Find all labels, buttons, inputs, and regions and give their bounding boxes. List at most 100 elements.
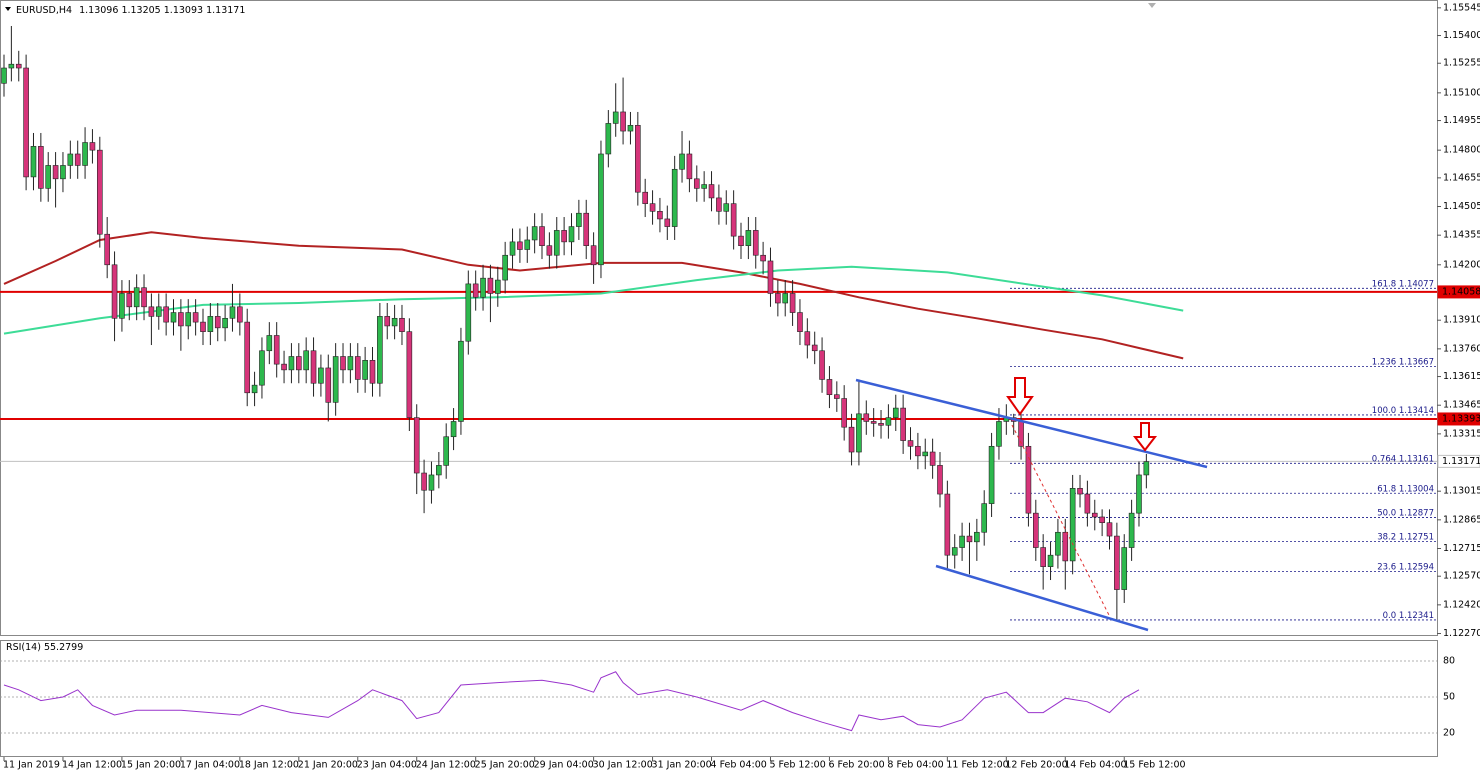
candle-body (974, 531, 980, 543)
candle-body (1091, 512, 1098, 518)
candle-body (30, 146, 37, 178)
fib-ratio: 1.236 (1372, 357, 1396, 367)
candle-body (1069, 488, 1076, 562)
x-tick-label: 12 Feb 20:00 (1005, 760, 1067, 771)
candle-body (1084, 493, 1091, 514)
x-tick-label: 4 Feb 04:00 (711, 760, 767, 771)
candle-body (775, 293, 781, 304)
candle-body (104, 233, 110, 266)
candle-body (52, 165, 59, 180)
candle-body (561, 230, 567, 243)
candle-body (509, 241, 516, 256)
fib-price: 1.12594 (1399, 562, 1434, 572)
candle-body (1033, 512, 1039, 548)
candle-body (841, 398, 847, 428)
y-tick-label: 1.12270 (1443, 628, 1480, 639)
candle-body (436, 465, 442, 476)
candle-body (878, 423, 884, 426)
candle-body (207, 316, 214, 332)
candle-body (119, 293, 125, 319)
menu-triangle (5, 7, 11, 11)
candle-body (708, 184, 715, 199)
y-tick-label: 1.14505 (1443, 201, 1480, 212)
candle-body (244, 321, 251, 394)
candle-body (716, 197, 722, 212)
candle-body (310, 350, 317, 384)
candle-body (141, 287, 147, 308)
fib-price: 1.12751 (1399, 532, 1434, 542)
candle-body (517, 241, 523, 250)
candle-body (996, 421, 1002, 447)
indicator-panel-frame (0, 640, 1438, 757)
candle-body (730, 203, 737, 237)
fib-label: 50.0 1.12877 (1377, 508, 1434, 518)
candle-body (288, 356, 295, 371)
moving-average (3, 265, 1184, 335)
candle-body (295, 356, 302, 371)
fib-ratio: 61.8 (1377, 484, 1396, 494)
candle-body (981, 503, 988, 533)
candle-body (819, 350, 825, 380)
candle-body (259, 350, 265, 386)
candle-body (192, 312, 199, 323)
candle-body (480, 277, 486, 298)
y-tick-label: 1.14355 (1443, 230, 1480, 241)
candle-body (340, 356, 346, 371)
shift-marker (1148, 3, 1156, 8)
candle-body (347, 356, 354, 371)
candle-body (502, 254, 508, 281)
candle-body (605, 123, 612, 155)
fib-label: 0.0 1.12341 (1383, 610, 1434, 620)
y-tick-label: 1.12420 (1443, 599, 1480, 610)
candle-body (266, 335, 273, 352)
chart-title: EURUSD,H4 (16, 5, 72, 16)
candle-body (870, 421, 877, 424)
candle-body (1062, 531, 1069, 562)
candle-body (553, 230, 560, 256)
candle-body (251, 384, 258, 394)
channel-upper (855, 378, 1208, 469)
candle-body (163, 306, 169, 323)
candle-body (170, 312, 177, 323)
indicator-tick-label: 80 (1443, 656, 1455, 667)
x-tick-label: 21 Jan 20:00 (298, 760, 358, 771)
candle-body (38, 146, 44, 189)
y-tick-label: 1.15545 (1443, 2, 1480, 13)
candle-body (635, 125, 641, 193)
candle-body (487, 277, 494, 294)
y-tick-label: 1.13760 (1443, 343, 1480, 354)
indicator-header: RSI(14) 55.2799 (6, 642, 83, 653)
candle-body (1, 67, 7, 84)
y-tick-label: 1.14800 (1443, 145, 1480, 156)
resistance-arrow (1006, 377, 1034, 416)
candle-body (657, 210, 663, 220)
candle-body (782, 293, 789, 304)
x-tick-label: 11 Feb 12:00 (946, 760, 1008, 771)
candle-body (576, 212, 582, 227)
candle-body (929, 451, 936, 466)
candle-body (539, 226, 545, 246)
candle-body (826, 379, 833, 396)
candle-body (679, 153, 685, 170)
candle-body (937, 465, 943, 495)
indicator-value: 55.2799 (44, 642, 83, 653)
candle-body (67, 153, 74, 166)
candle-body (745, 230, 752, 246)
candle-body (686, 153, 693, 180)
candle-body (848, 426, 855, 453)
candle-body (649, 203, 656, 212)
x-tick-label: 14 Feb 04:00 (1064, 760, 1126, 771)
candle-body (126, 293, 133, 308)
y-tick-label: 1.14655 (1443, 172, 1480, 183)
candle-body (399, 317, 405, 332)
x-tick-label: 29 Jan 04:00 (534, 760, 594, 771)
candle-body (325, 367, 332, 403)
candle-body (229, 306, 236, 319)
candle-body (922, 451, 929, 457)
level-label: 1.13393 (1442, 413, 1480, 424)
header-open: 1.13096 (79, 5, 118, 16)
fib-label: 1.236 1.13667 (1372, 357, 1434, 367)
candle-body (598, 153, 604, 266)
candle-body (988, 445, 995, 504)
